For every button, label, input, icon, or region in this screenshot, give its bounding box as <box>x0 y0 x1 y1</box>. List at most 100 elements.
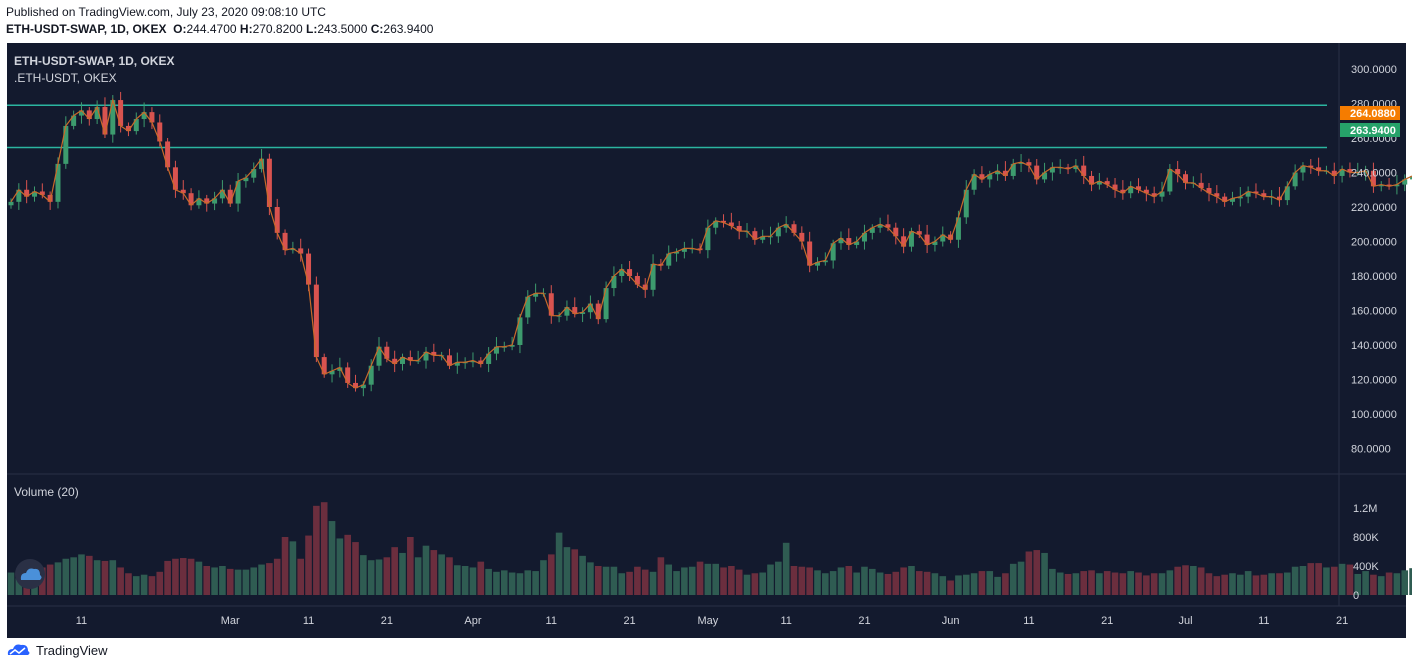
legend-close: 263.9400 <box>383 22 434 36</box>
candle <box>721 220 727 223</box>
candle <box>172 167 178 190</box>
candle <box>1018 162 1024 164</box>
time-axis-area <box>7 606 1406 638</box>
volume-bar <box>602 566 610 595</box>
time-tick-label: Mar <box>221 615 240 627</box>
volume-bar <box>242 569 250 595</box>
candle <box>666 253 672 266</box>
volume-bar <box>563 547 571 595</box>
candle <box>509 345 515 347</box>
volume-bar <box>86 555 93 595</box>
volume-bar <box>665 564 673 595</box>
volume-bar <box>1009 563 1017 595</box>
candle <box>1308 165 1314 168</box>
volume-bar <box>1323 567 1330 595</box>
candle <box>1112 184 1118 190</box>
volume-bar <box>524 570 532 595</box>
candle <box>822 260 828 263</box>
tradingview-logo[interactable]: TradingView <box>6 642 108 658</box>
time-tick-label: Jul <box>1178 615 1192 627</box>
volume-bar <box>1244 571 1252 595</box>
volume-bar <box>986 571 994 595</box>
volume-bar <box>344 534 351 595</box>
volume-bar <box>187 558 195 595</box>
candle <box>71 115 77 126</box>
time-tick-label: 11 <box>76 615 87 627</box>
volume-bar <box>500 570 508 595</box>
volume-legend: Volume (20) <box>14 485 79 499</box>
candle <box>595 303 601 320</box>
candle <box>948 234 954 240</box>
candle <box>885 224 891 228</box>
volume-bar <box>1370 574 1377 595</box>
candle <box>736 225 742 232</box>
volume-bar <box>962 574 970 595</box>
volume-tick-label: 800K <box>1353 532 1379 544</box>
price-tick-label: 160.0000 <box>1351 306 1397 318</box>
candle <box>204 198 210 204</box>
volume-bar <box>759 572 766 595</box>
candle <box>251 169 257 178</box>
volume-bar <box>782 542 790 595</box>
candle <box>807 241 813 266</box>
volume-bar <box>1096 573 1103 595</box>
volume-bar <box>1119 573 1127 595</box>
volume-bar <box>931 573 939 595</box>
volume-bar <box>485 568 492 595</box>
time-tick-label: Jun <box>942 615 960 627</box>
candle <box>1096 181 1102 185</box>
volume-bar <box>336 538 344 595</box>
volume-bar <box>164 560 171 595</box>
candle <box>227 189 233 204</box>
candle <box>940 234 946 242</box>
watermark-button[interactable] <box>15 559 45 589</box>
compare-price-badge-bg <box>1340 106 1400 120</box>
tradingview-cloud-icon <box>7 644 30 655</box>
price-tick-label: 180.0000 <box>1351 271 1397 283</box>
volume-bar <box>1268 573 1275 595</box>
tradingview-brand: TradingView <box>36 642 108 658</box>
volume-bar <box>955 575 962 595</box>
volume-bar <box>454 565 461 595</box>
volume-bar <box>798 566 806 595</box>
candle <box>165 141 171 168</box>
volume-bar <box>1276 573 1283 595</box>
volume-bar <box>1103 571 1111 595</box>
candle <box>376 346 382 366</box>
volume-bar <box>837 567 845 595</box>
candle <box>321 357 327 375</box>
volume-bar <box>869 568 876 595</box>
volume-bar <box>1025 551 1033 595</box>
candle <box>212 198 218 204</box>
volume-bar <box>1377 576 1385 595</box>
volume-bar <box>234 569 242 595</box>
volume-bar <box>1072 573 1080 595</box>
volume-bar <box>1135 572 1142 595</box>
candle <box>791 224 797 233</box>
candle <box>901 236 907 247</box>
candle <box>78 110 84 116</box>
volume-bar <box>861 566 868 595</box>
candle <box>627 269 633 276</box>
candle <box>650 263 656 290</box>
volume-bar <box>1385 572 1393 595</box>
compare-line <box>10 97 1412 389</box>
candle <box>345 367 351 383</box>
candle <box>196 198 202 206</box>
volume-bar <box>1409 568 1412 595</box>
volume-bar <box>1174 566 1181 595</box>
volume-bar <box>179 558 187 595</box>
volume-bar <box>845 566 853 595</box>
price-tick-label: 80.0000 <box>1351 444 1391 456</box>
volume-bar <box>1150 573 1158 595</box>
compare-legend: .ETH-USDT, OKEX <box>14 71 117 85</box>
legend-high: 270.8200 <box>252 22 303 36</box>
price-tick-label: 240.0000 <box>1351 168 1397 180</box>
time-tick-label: 11 <box>303 615 314 627</box>
volume-bar <box>829 571 837 595</box>
volume-bar <box>681 567 688 595</box>
candle <box>1347 169 1353 173</box>
candle <box>681 248 687 252</box>
candle <box>854 241 860 245</box>
